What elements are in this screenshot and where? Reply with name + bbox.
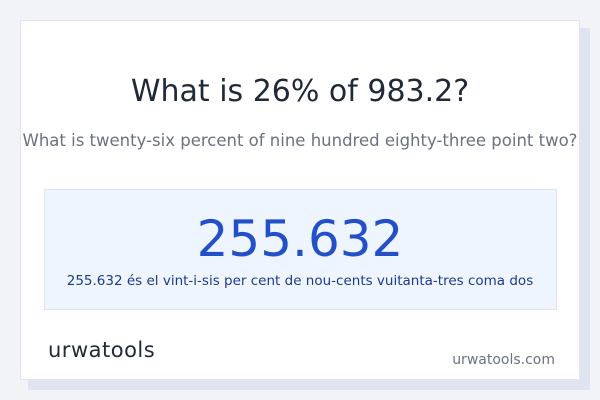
site-link[interactable]: urwatools.com <box>452 352 555 368</box>
result-box <box>44 189 557 310</box>
title: What is 26% of 983.2? <box>130 74 470 109</box>
subtitle: What is twenty-six percent of nine hundr… <box>22 131 578 150</box>
logo[interactable]: urwatools <box>48 338 156 362</box>
result-words: 255.632 és el vint-i-sis per cent de nou… <box>66 273 534 289</box>
result-value: 255.632 <box>196 210 404 268</box>
